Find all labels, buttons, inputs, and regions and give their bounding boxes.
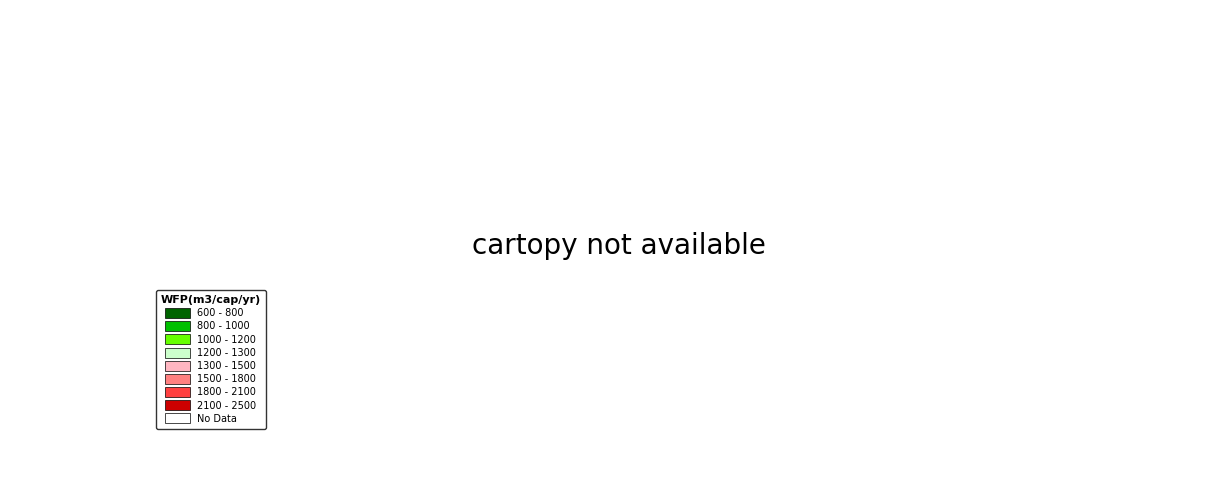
Text: cartopy not available: cartopy not available xyxy=(472,232,766,260)
Legend: 600 - 800, 800 - 1000, 1000 - 1200, 1200 - 1300, 1300 - 1500, 1500 - 1800, 1800 : 600 - 800, 800 - 1000, 1000 - 1200, 1200… xyxy=(156,290,266,429)
